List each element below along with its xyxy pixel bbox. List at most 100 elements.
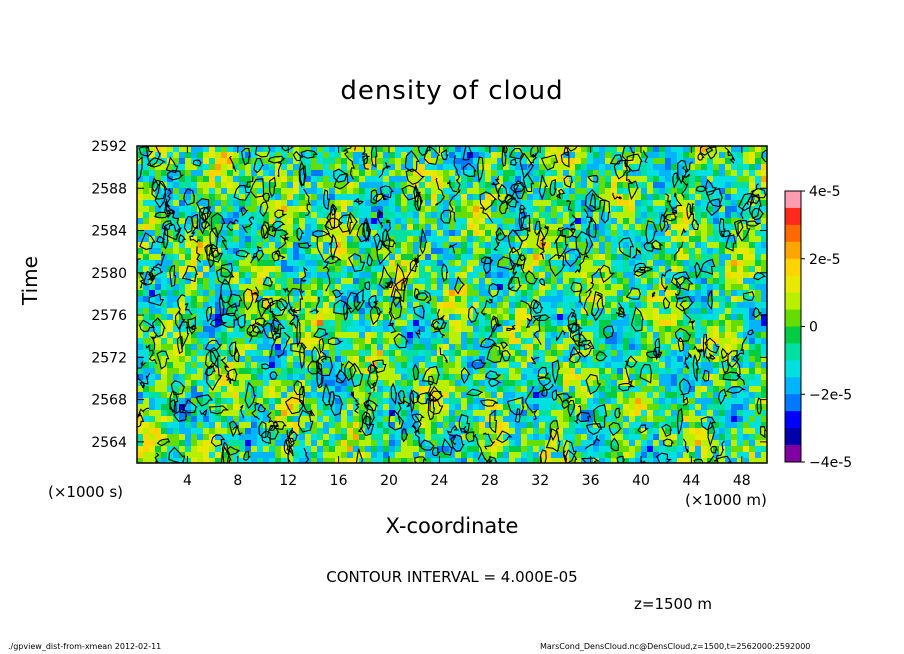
field-cell <box>167 380 174 387</box>
field-cell <box>239 296 246 303</box>
field-cell <box>311 326 318 333</box>
field-cell <box>419 344 426 351</box>
field-cell <box>347 212 354 219</box>
field-cell <box>395 362 402 369</box>
field-cell <box>563 236 570 243</box>
field-cell <box>359 404 366 411</box>
field-cell <box>743 416 750 423</box>
field-cell <box>755 296 762 303</box>
field-cell <box>419 206 426 213</box>
field-cell <box>323 416 330 423</box>
field-cell <box>197 248 204 255</box>
field-cell <box>137 152 144 159</box>
field-cell <box>689 368 696 375</box>
field-cell <box>401 428 408 435</box>
field-cell <box>473 416 480 423</box>
field-cell <box>491 278 498 285</box>
field-cell <box>575 194 582 201</box>
field-cell <box>503 218 510 225</box>
field-cell <box>437 182 444 189</box>
field-cell <box>311 296 318 303</box>
field-cell <box>305 278 312 285</box>
field-cell <box>479 182 486 189</box>
field-cell <box>677 236 684 243</box>
field-cell <box>575 320 582 327</box>
field-cell <box>761 362 767 369</box>
field-cell <box>239 338 246 345</box>
field-cell <box>551 272 558 279</box>
field-cell <box>305 302 312 309</box>
field-cell <box>497 338 504 345</box>
field-cell <box>521 338 528 345</box>
field-cell <box>581 320 588 327</box>
field-cell <box>197 350 204 357</box>
field-cell <box>557 146 564 153</box>
field-cell <box>179 176 186 183</box>
field-cell <box>695 230 702 237</box>
field-cell <box>749 146 756 153</box>
field-cell <box>671 386 678 393</box>
field-cell <box>557 206 564 213</box>
field-cell <box>365 320 372 327</box>
field-cell <box>485 416 492 423</box>
field-cell <box>635 176 642 183</box>
field-cell <box>503 272 510 279</box>
field-cell <box>641 332 648 339</box>
field-cell <box>503 146 510 153</box>
field-cell <box>737 152 744 159</box>
field-cell <box>197 164 204 171</box>
field-cell <box>659 320 666 327</box>
field-cell <box>245 338 252 345</box>
field-cell <box>533 362 540 369</box>
field-cell <box>389 284 396 291</box>
field-cell <box>377 410 384 417</box>
field-cell <box>335 284 342 291</box>
field-cell <box>707 254 714 261</box>
field-cell <box>233 380 240 387</box>
field-cell <box>281 242 288 249</box>
field-cell <box>503 248 510 255</box>
field-cell <box>377 326 384 333</box>
field-cell <box>683 326 690 333</box>
field-cell <box>521 404 528 411</box>
field-cell <box>659 314 666 321</box>
field-cell <box>695 362 702 369</box>
field-cell <box>575 398 582 405</box>
field-cell <box>521 422 528 429</box>
field-cell <box>719 188 726 195</box>
field-cell <box>569 182 576 189</box>
field-cell <box>521 176 528 183</box>
field-cell <box>443 422 450 429</box>
field-cell <box>215 398 222 405</box>
field-cell <box>173 326 180 333</box>
field-cell <box>527 374 534 381</box>
field-cell <box>689 158 696 165</box>
field-cell <box>581 368 588 375</box>
field-cell <box>179 284 186 291</box>
field-cell <box>635 404 642 411</box>
field-cell <box>683 308 690 315</box>
field-cell <box>377 152 384 159</box>
field-cell <box>371 248 378 255</box>
field-cell <box>593 188 600 195</box>
field-cell <box>737 164 744 171</box>
field-cell <box>311 314 318 321</box>
field-cell <box>155 410 162 417</box>
field-cell <box>437 230 444 237</box>
field-cell <box>755 218 762 225</box>
field-cell <box>623 152 630 159</box>
field-cell <box>155 272 162 279</box>
field-cell <box>539 296 546 303</box>
field-cell <box>527 338 534 345</box>
field-cell <box>719 266 726 273</box>
field-cell <box>611 278 618 285</box>
field-cell <box>341 392 348 399</box>
field-cell <box>731 374 738 381</box>
field-cell <box>401 176 408 183</box>
footer-source: MarsCond_DensCloud.nc@DensCloud,z=1500,t… <box>540 642 811 651</box>
field-cell <box>353 314 360 321</box>
field-cell <box>707 218 714 225</box>
field-cell <box>143 254 150 261</box>
field-cell <box>659 224 666 231</box>
field-cell <box>533 320 540 327</box>
